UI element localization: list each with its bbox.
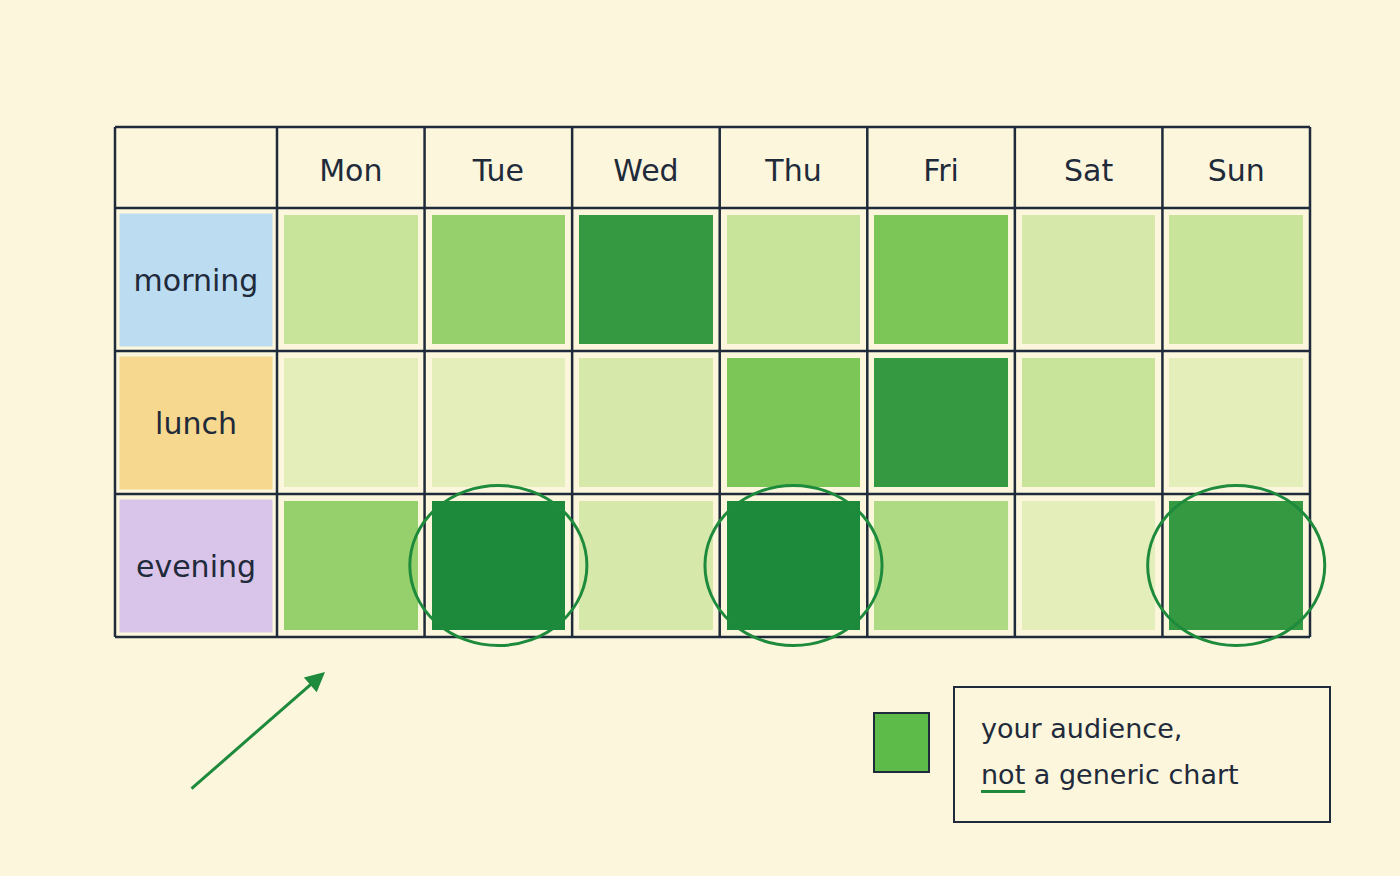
svg-text:Fri: Fri: [923, 153, 959, 188]
svg-text:evening: evening: [136, 549, 256, 584]
svg-text:Mon: Mon: [319, 153, 382, 188]
svg-text:Sat: Sat: [1064, 153, 1113, 188]
svg-text:Thu: Thu: [764, 153, 821, 188]
svg-text:Wed: Wed: [613, 153, 678, 188]
svg-text:Tue: Tue: [472, 153, 524, 188]
svg-text:morning: morning: [134, 263, 259, 298]
html-text:your audience,: your audience,: [981, 713, 1183, 744]
html-text:not a generic chart: not a generic chart: [981, 759, 1239, 790]
svg-text:Sun: Sun: [1208, 153, 1265, 188]
svg-text:lunch: lunch: [155, 406, 237, 441]
